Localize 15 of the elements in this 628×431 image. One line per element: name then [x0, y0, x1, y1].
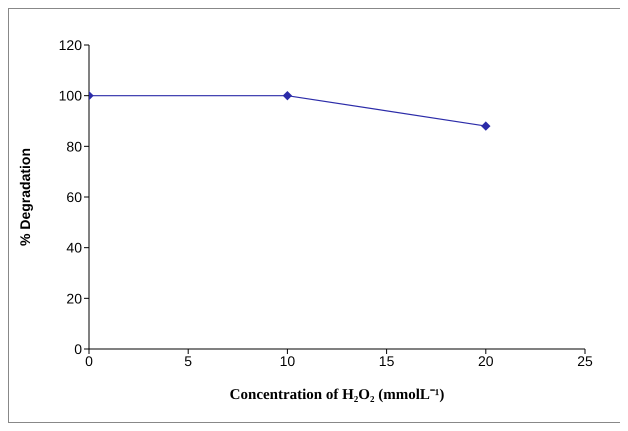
x-tick-label: 25: [577, 352, 593, 369]
y-tick-label: 120: [58, 36, 82, 53]
y-axis-title: % Degradation: [16, 148, 33, 246]
x-axis-title: Concentration of H₂O₂ (mmolL⁻¹): [230, 387, 444, 403]
y-tick-label: 60: [66, 188, 82, 205]
y-tick-label: 40: [66, 240, 82, 256]
x-tick-label: 0: [85, 352, 94, 369]
x-tick-label: 5: [184, 352, 192, 369]
y-tick-label: 100: [58, 88, 82, 104]
x-tick-label: 15: [378, 352, 395, 369]
x-tick-label: 10: [280, 352, 296, 369]
y-tick-label: 20: [66, 290, 82, 306]
y-tick-label: 0: [74, 340, 82, 357]
x-tick-label: 20: [478, 352, 494, 369]
y-tick-label: 80: [66, 138, 82, 154]
